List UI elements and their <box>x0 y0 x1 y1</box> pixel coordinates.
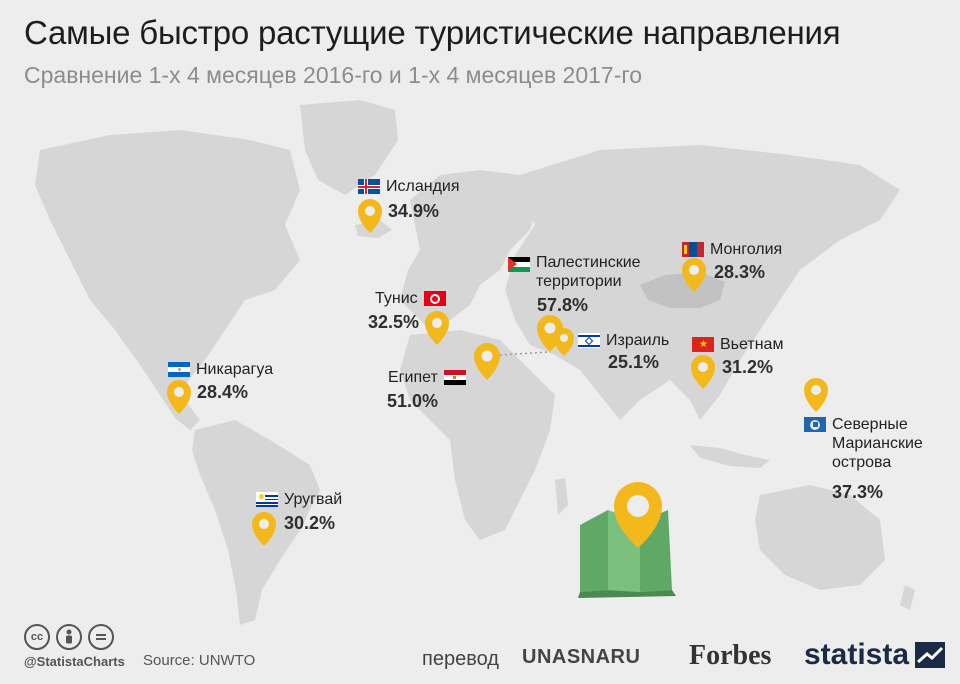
connector-line <box>499 351 549 356</box>
label-iceland: Исландия <box>358 177 460 196</box>
greenland-land <box>300 100 398 195</box>
vietnam-value: 31.2% <box>722 357 774 377</box>
pin-vietnam <box>691 355 715 389</box>
north-america-land <box>35 130 300 400</box>
statista-handle: @StatistaCharts <box>24 654 125 669</box>
page-subtitle: Сравнение 1-х 4 месяцев 2016-го и 1-х 4 … <box>24 62 643 88</box>
uruguay-flag-icon <box>256 492 278 507</box>
source-text: Source: UNWTO <box>143 652 256 669</box>
egypt-value: 51.0% <box>387 391 439 411</box>
label-tunisia: Тунис <box>375 289 446 308</box>
mariana-name: Северные Марианские острова <box>832 416 923 471</box>
madagascar-land <box>555 478 568 515</box>
large-pin-icon <box>614 482 662 548</box>
pin-nicaragua <box>167 380 191 414</box>
pin-tunisia <box>425 311 449 345</box>
mongolia-land <box>640 272 725 308</box>
pin-iceland <box>358 199 382 233</box>
unasnaru-text: UNASNARU <box>522 646 641 668</box>
no-derivatives-icon <box>88 624 114 650</box>
egypt-flag-icon <box>443 370 466 385</box>
land-masses <box>35 100 915 625</box>
israel-value: 25.1% <box>608 352 660 372</box>
page-title: Самые быстро растущие туристические напр… <box>24 14 841 51</box>
pin-mariana <box>804 378 828 412</box>
uruguay-name: Уругвай <box>284 491 343 508</box>
tunisia-name: Тунис <box>375 290 418 307</box>
statista-logo: statista <box>804 638 946 672</box>
tunisia-flag-icon <box>423 291 446 306</box>
label-nicaragua: Никарагуа <box>168 360 273 379</box>
cc-license-icons: cc <box>24 624 114 650</box>
europe-land <box>400 170 540 330</box>
mongolia-name: Монголия <box>710 241 783 258</box>
pin-uruguay <box>252 512 276 546</box>
indonesia-land <box>690 445 770 468</box>
translation-label: перевод <box>422 648 499 670</box>
mongolia-value: 28.3% <box>714 262 766 282</box>
iceland-flag-icon <box>358 179 380 194</box>
palestine-name: Палестинские территории <box>536 254 641 290</box>
label-uruguay: Уругвай <box>256 490 342 509</box>
label-mongolia: Монголия <box>682 240 782 259</box>
nicaragua-name: Никарагуа <box>196 361 274 378</box>
palestine-flag-icon <box>508 257 530 272</box>
person-icon <box>66 629 72 644</box>
nicaragua-value: 28.4% <box>197 382 249 402</box>
egypt-name: Египет <box>388 369 438 386</box>
uruguay-value: 30.2% <box>284 513 336 533</box>
forbes-logo: Forbes <box>689 640 772 671</box>
pin-egypt <box>474 343 500 380</box>
map-pins <box>167 199 828 546</box>
label-mariana: Северные Марианские острова <box>804 415 932 472</box>
new-zealand-land <box>900 585 915 610</box>
equals-icon <box>96 634 106 640</box>
tunisia-value: 32.5% <box>368 312 420 332</box>
nicaragua-flag-icon <box>168 362 190 377</box>
unasnaru-logo: UNASNARU <box>522 646 640 669</box>
iceland-name: Исландия <box>386 178 460 195</box>
statista-mark-icon <box>915 642 946 668</box>
iceland-value: 34.9% <box>388 201 440 221</box>
australia-land <box>755 485 885 590</box>
label-vietnam: ★ Вьетнам <box>692 335 783 354</box>
label-palestine: Палестинские территории <box>508 253 656 291</box>
vietnam-name: Вьетнам <box>720 336 784 353</box>
africa-land <box>400 330 555 540</box>
mariana-flag-icon <box>804 417 826 432</box>
pin-mongolia <box>682 258 706 292</box>
israel-flag-icon <box>578 333 600 348</box>
mariana-value: 37.3% <box>832 482 884 502</box>
pin-israel <box>554 328 574 356</box>
israel-name: Израиль <box>606 332 670 349</box>
mongolia-flag-icon <box>682 242 704 257</box>
statista-text: statista <box>804 638 910 671</box>
label-israel: Израиль <box>578 331 669 350</box>
label-egypt: Египет <box>388 368 466 387</box>
attribution-icon <box>56 624 82 650</box>
palestine-value: 57.8% <box>537 295 589 315</box>
creative-commons-icon: cc <box>24 624 50 650</box>
vietnam-flag-icon: ★ <box>692 337 714 352</box>
